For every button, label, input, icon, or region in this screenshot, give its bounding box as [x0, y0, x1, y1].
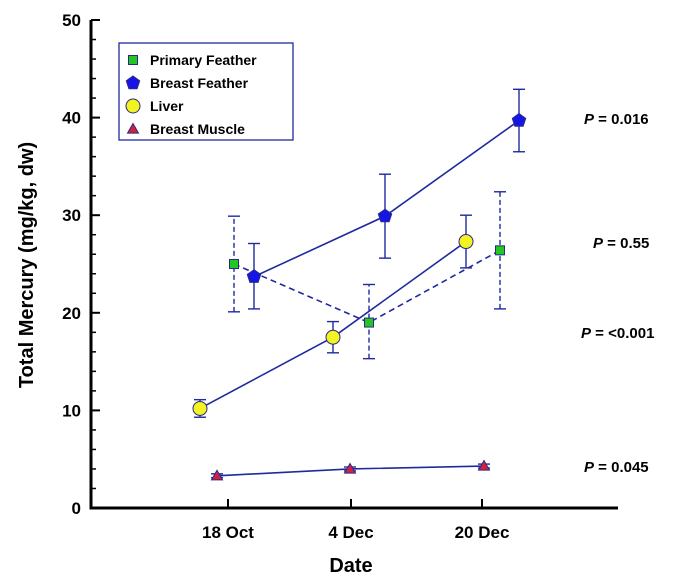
legend-primary-feather-label: Primary Feather — [150, 52, 257, 68]
y-tick-label: 30 — [62, 206, 81, 225]
legend-liver-label: Liver — [150, 98, 184, 114]
y-tick-label: 40 — [62, 109, 81, 128]
p-value: = 0.016 — [594, 111, 649, 128]
p-symbol: P — [584, 111, 595, 128]
axes: 0 10 20 30 40 50 18 Oct 4 Dec 20 Dec — [62, 11, 618, 542]
primary-feather-point — [364, 317, 374, 328]
p-value: = 0.045 — [594, 459, 649, 476]
liver-point — [325, 329, 341, 345]
x-tick-label: 18 Oct — [202, 523, 254, 542]
primary-feather-point — [495, 245, 505, 256]
y-axis-title: Total Mercury (mg/kg, dw) — [16, 142, 38, 388]
data-markers — [192, 112, 527, 481]
breast-muscle-point — [210, 469, 224, 481]
legend-primary-feather-marker — [128, 55, 138, 65]
legend-box — [118, 42, 294, 141]
x-axis-title: Date — [329, 555, 372, 577]
p-value-annotation: P = 0.55 — [593, 235, 649, 252]
y-tick-label: 0 — [72, 499, 81, 518]
breast-feather-line — [253, 119, 520, 278]
legend-breast-feather-label: Breast Feather — [150, 75, 249, 91]
p-value-annotation: P = 0.016 — [584, 111, 649, 128]
p-value-annotation: P = <0.001 — [581, 325, 654, 342]
liver-point — [458, 234, 474, 250]
legend-breast-muscle-marker — [126, 122, 140, 134]
breast-feather-point — [246, 269, 262, 283]
breast-feather-point — [511, 112, 527, 127]
liver-point — [192, 400, 208, 416]
breast-feather-point — [377, 208, 393, 223]
breast-muscle-point — [477, 459, 491, 471]
p-symbol: P — [584, 459, 595, 476]
legend-liver-marker — [125, 98, 141, 114]
legend-breast-muscle-label: Breast Muscle — [150, 121, 245, 137]
primary-feather-line — [233, 249, 501, 324]
series-lines — [199, 119, 520, 477]
x-tick-label: 20 Dec — [455, 523, 510, 542]
y-tick-label: 50 — [62, 11, 81, 30]
y-tick-label: 10 — [62, 401, 81, 420]
x-tick-label: 4 Dec — [328, 523, 373, 542]
legend: Primary Feather Breast Feather Liver Breast… — [118, 42, 294, 141]
p-symbol: P — [593, 235, 604, 252]
p-value: = <0.001 — [591, 325, 654, 342]
legend-breast-feather-marker — [125, 75, 141, 90]
error-bars — [194, 88, 525, 479]
p-value: = 0.55 — [603, 235, 649, 252]
y-tick-label: 20 — [62, 304, 81, 323]
p-symbol: P — [581, 325, 592, 342]
p-value-annotation: P = 0.045 — [584, 459, 649, 476]
primary-feather-point — [229, 259, 239, 269]
breast-muscle-point — [343, 462, 357, 474]
